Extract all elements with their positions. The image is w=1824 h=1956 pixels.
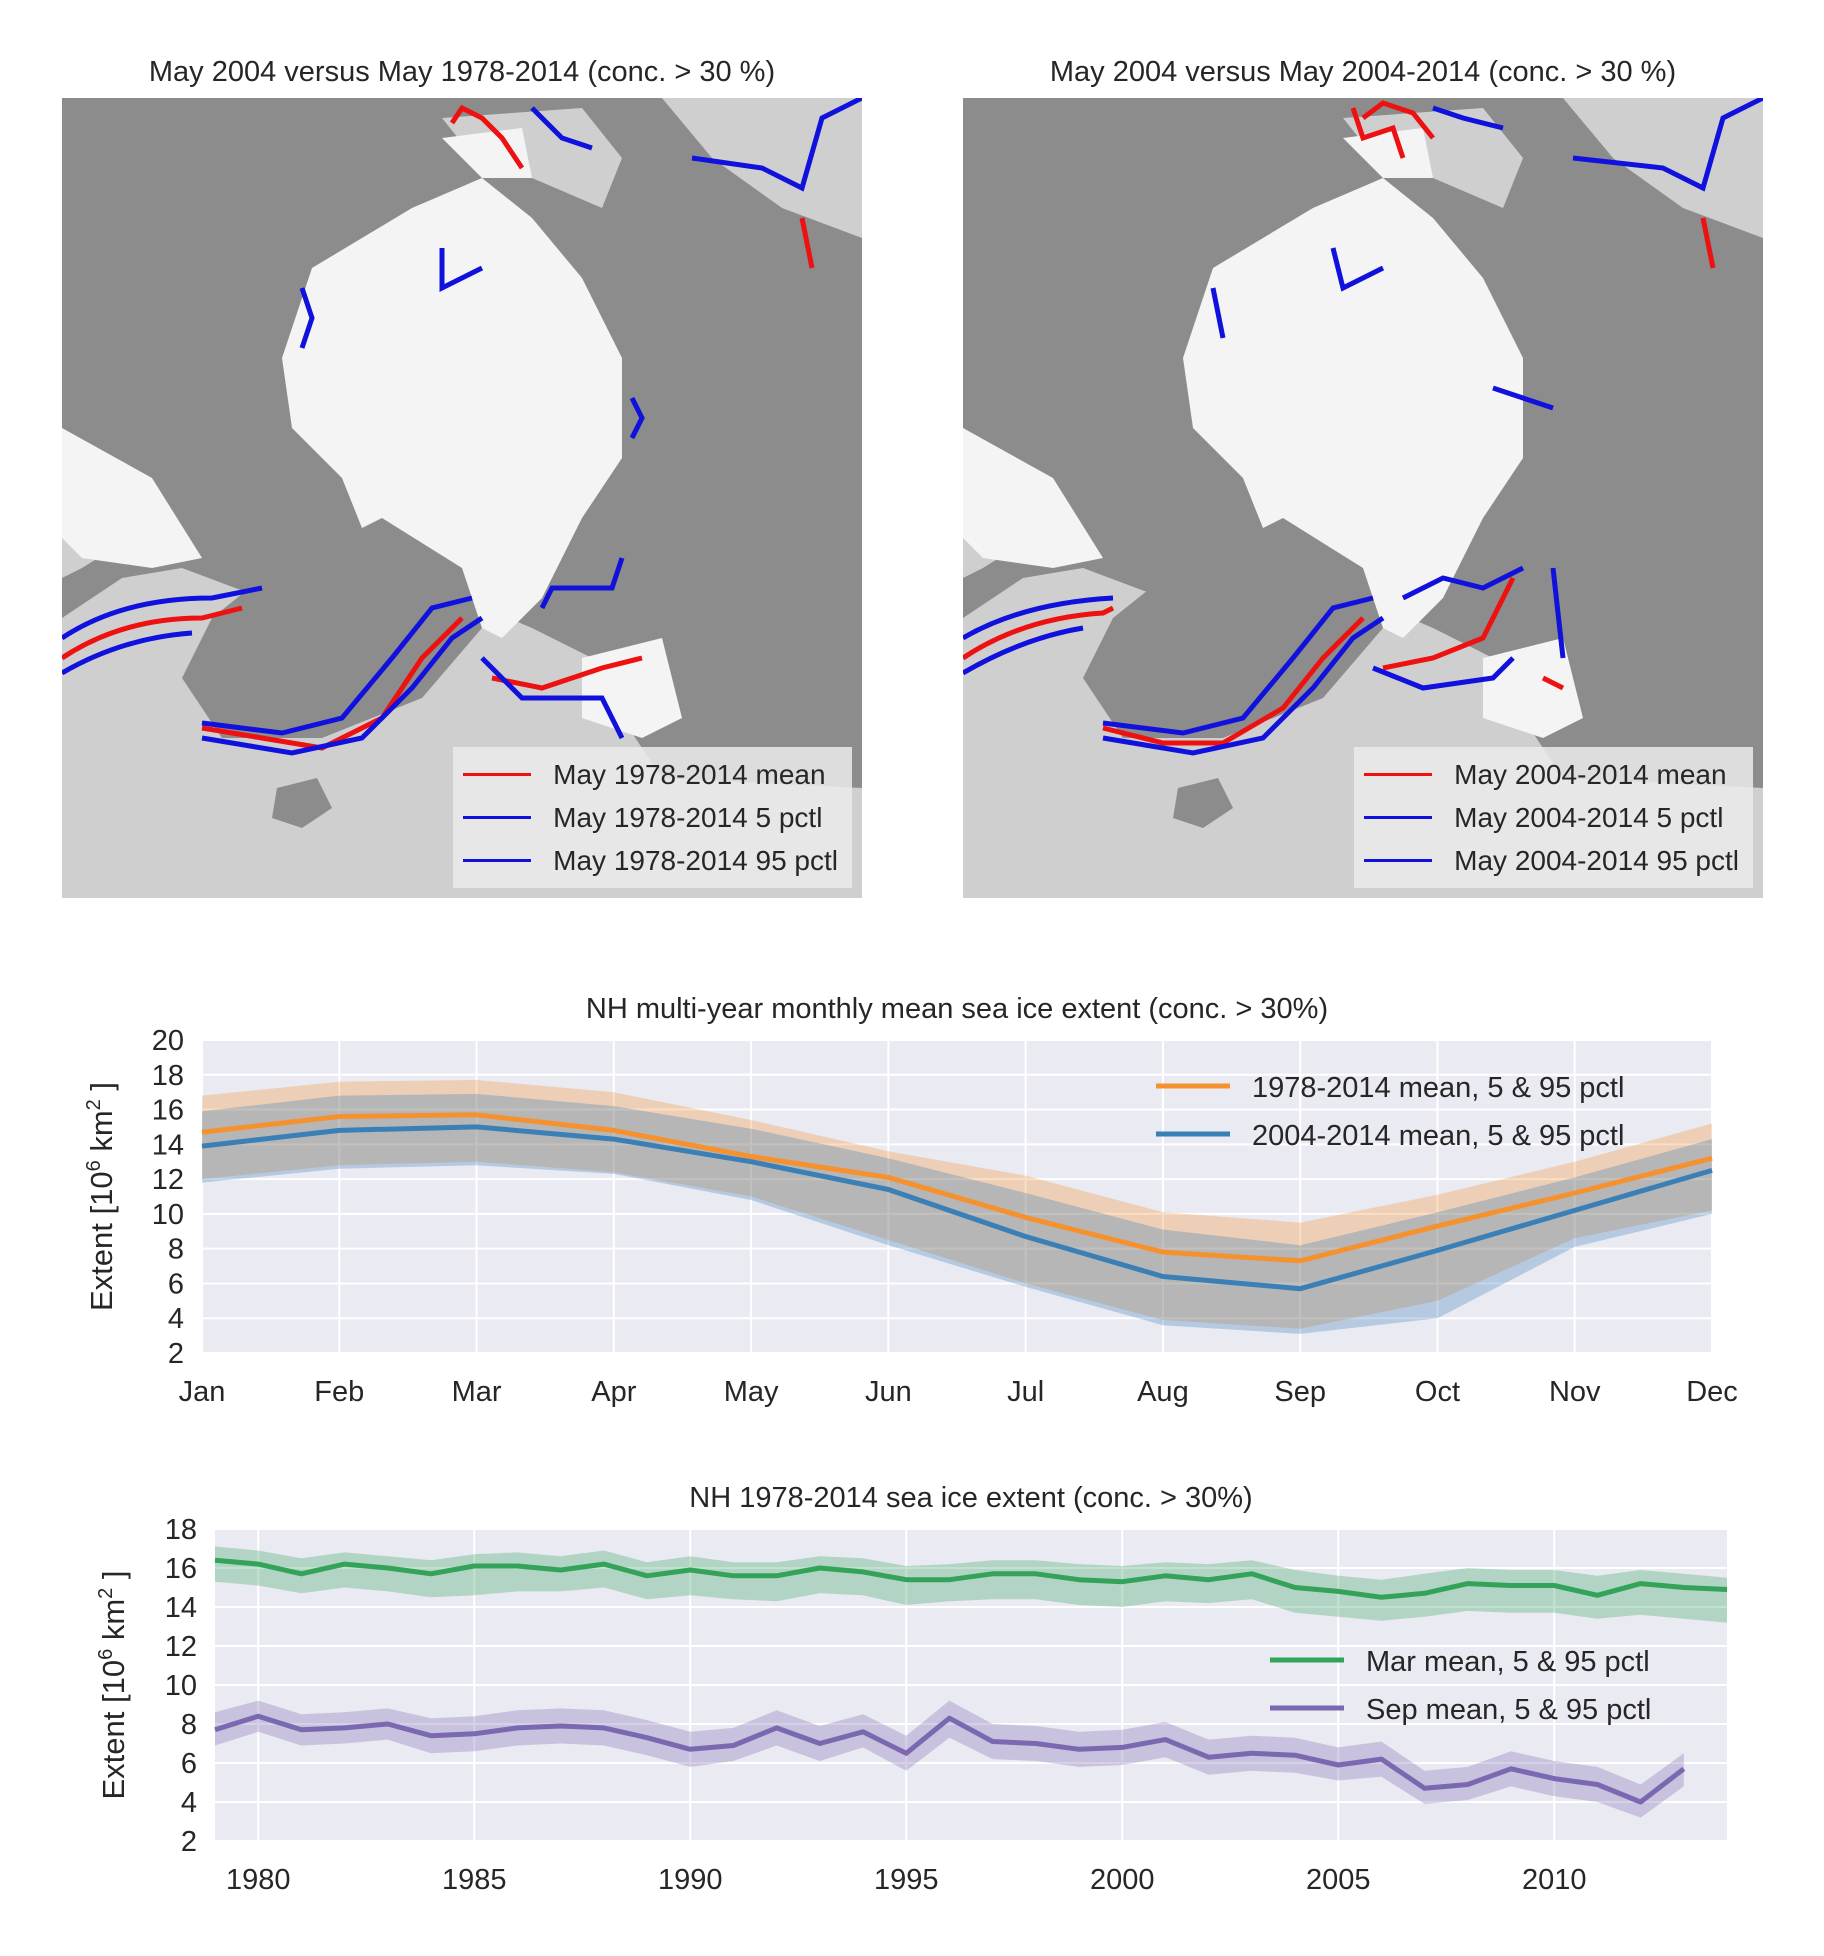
map-left-title: May 2004 versus May 1978-2014 (conc. > 3… (148, 56, 776, 88)
legend-line-mean (463, 773, 532, 776)
x-tick-label: 1980 (226, 1864, 291, 1896)
y-tick-label: 10 (165, 1670, 197, 1702)
y-tick-label: 18 (165, 1514, 197, 1546)
pctl-band-0 (202, 1080, 1712, 1329)
map-right: May 2004-2014 mean May 2004-2014 5 pctl … (963, 98, 1763, 898)
y-tick-label: 20 (152, 1025, 184, 1057)
chart-title-monthly: NH multi-year monthly mean sea ice exten… (586, 993, 1328, 1025)
y-tick-label: 14 (152, 1129, 184, 1161)
x-tick-label: Jan (179, 1376, 226, 1408)
y-tick-label: 2 (181, 1826, 197, 1858)
y-tick-label: 16 (152, 1095, 184, 1127)
y-tick-label: 4 (168, 1303, 184, 1335)
x-tick-label: Nov (1549, 1376, 1601, 1408)
legend-label: May 1978-2014 5 pctl (553, 801, 823, 833)
legend-line-95pctl (1364, 859, 1433, 862)
y-tick-label: 2 (168, 1338, 184, 1370)
y-tick-label: 14 (165, 1592, 197, 1624)
y-axis-label-monthly: Extent [106 km2 ] (83, 1082, 119, 1311)
y-tick-label: 12 (152, 1164, 184, 1196)
x-tick-label: May (724, 1376, 779, 1408)
legend-item: May 1978-2014 mean (463, 753, 838, 796)
x-tick-label: Apr (591, 1376, 636, 1408)
x-tick-label: 1985 (442, 1864, 507, 1896)
y-tick-label: 12 (165, 1631, 197, 1663)
x-tick-label: 2005 (1306, 1864, 1371, 1896)
x-tick-label: Oct (1415, 1376, 1460, 1408)
y-axis-label-annual: Extent [106 km2 ] (95, 1570, 131, 1799)
map-right-legend: May 2004-2014 mean May 2004-2014 5 pctl … (1354, 747, 1753, 888)
legend-label: 1978-2014 mean, 5 & 95 pctl (1252, 1072, 1624, 1104)
legend-item: May 2004-2014 mean (1364, 753, 1739, 796)
x-tick-label: Aug (1137, 1376, 1189, 1408)
legend-line-5pctl (463, 816, 532, 819)
y-tick-label: 6 (168, 1268, 184, 1300)
y-tick-label: 4 (181, 1787, 197, 1819)
mean-line-1 (214, 1713, 1686, 1805)
y-tick-label: 16 (165, 1553, 197, 1585)
legend-label: May 1978-2014 95 pctl (553, 844, 838, 876)
legend-item: May 2004-2014 5 pctl (1364, 796, 1739, 839)
legend-label: May 2004-2014 5 pctl (1454, 801, 1724, 833)
y-tick-label: 18 (152, 1060, 184, 1092)
map-right-title: May 2004 versus May 2004-2014 (conc. > 3… (1049, 56, 1677, 88)
legend-label: 2004-2014 mean, 5 & 95 pctl (1252, 1120, 1624, 1152)
legend-line-5pctl (1364, 816, 1433, 819)
x-tick-label: Dec (1686, 1376, 1738, 1408)
mean-line-1 (201, 1124, 1713, 1292)
y-tick-label: 8 (181, 1709, 197, 1741)
legend-label: Mar mean, 5 & 95 pctl (1366, 1646, 1650, 1678)
mean-line-0 (214, 1557, 1728, 1600)
y-tick-label: 6 (181, 1748, 197, 1780)
mean-line-0 (201, 1112, 1713, 1264)
legend-line-mean (1364, 773, 1433, 776)
legend-label: Sep mean, 5 & 95 pctl (1366, 1694, 1651, 1726)
x-tick-label: 2000 (1090, 1864, 1155, 1896)
map-left: May 1978-2014 mean May 1978-2014 5 pctl … (62, 98, 862, 898)
y-tick-label: 8 (168, 1234, 184, 1266)
chart-title-annual: NH 1978-2014 sea ice extent (conc. > 30%… (689, 1482, 1252, 1514)
map-left-legend: May 1978-2014 mean May 1978-2014 5 pctl … (453, 747, 852, 888)
legend-line-95pctl (463, 859, 532, 862)
x-tick-label: Mar (452, 1376, 502, 1408)
legend-label: May 2004-2014 mean (1454, 758, 1727, 790)
x-tick-label: Feb (314, 1376, 364, 1408)
x-tick-label: 2010 (1522, 1864, 1587, 1896)
pctl-band-1 (215, 1700, 1684, 1818)
legend-label: May 1978-2014 mean (553, 758, 826, 790)
x-tick-label: Jun (865, 1376, 912, 1408)
legend-label: May 2004-2014 95 pctl (1454, 844, 1739, 876)
legend-item: May 1978-2014 5 pctl (463, 796, 838, 839)
x-tick-label: 1990 (658, 1864, 723, 1896)
legend-item: May 2004-2014 95 pctl (1364, 839, 1739, 882)
x-tick-label: 1995 (874, 1864, 939, 1896)
x-tick-label: Jul (1007, 1376, 1044, 1408)
y-tick-label: 10 (152, 1199, 184, 1231)
x-tick-label: Sep (1274, 1376, 1326, 1408)
legend-item: May 1978-2014 95 pctl (463, 839, 838, 882)
